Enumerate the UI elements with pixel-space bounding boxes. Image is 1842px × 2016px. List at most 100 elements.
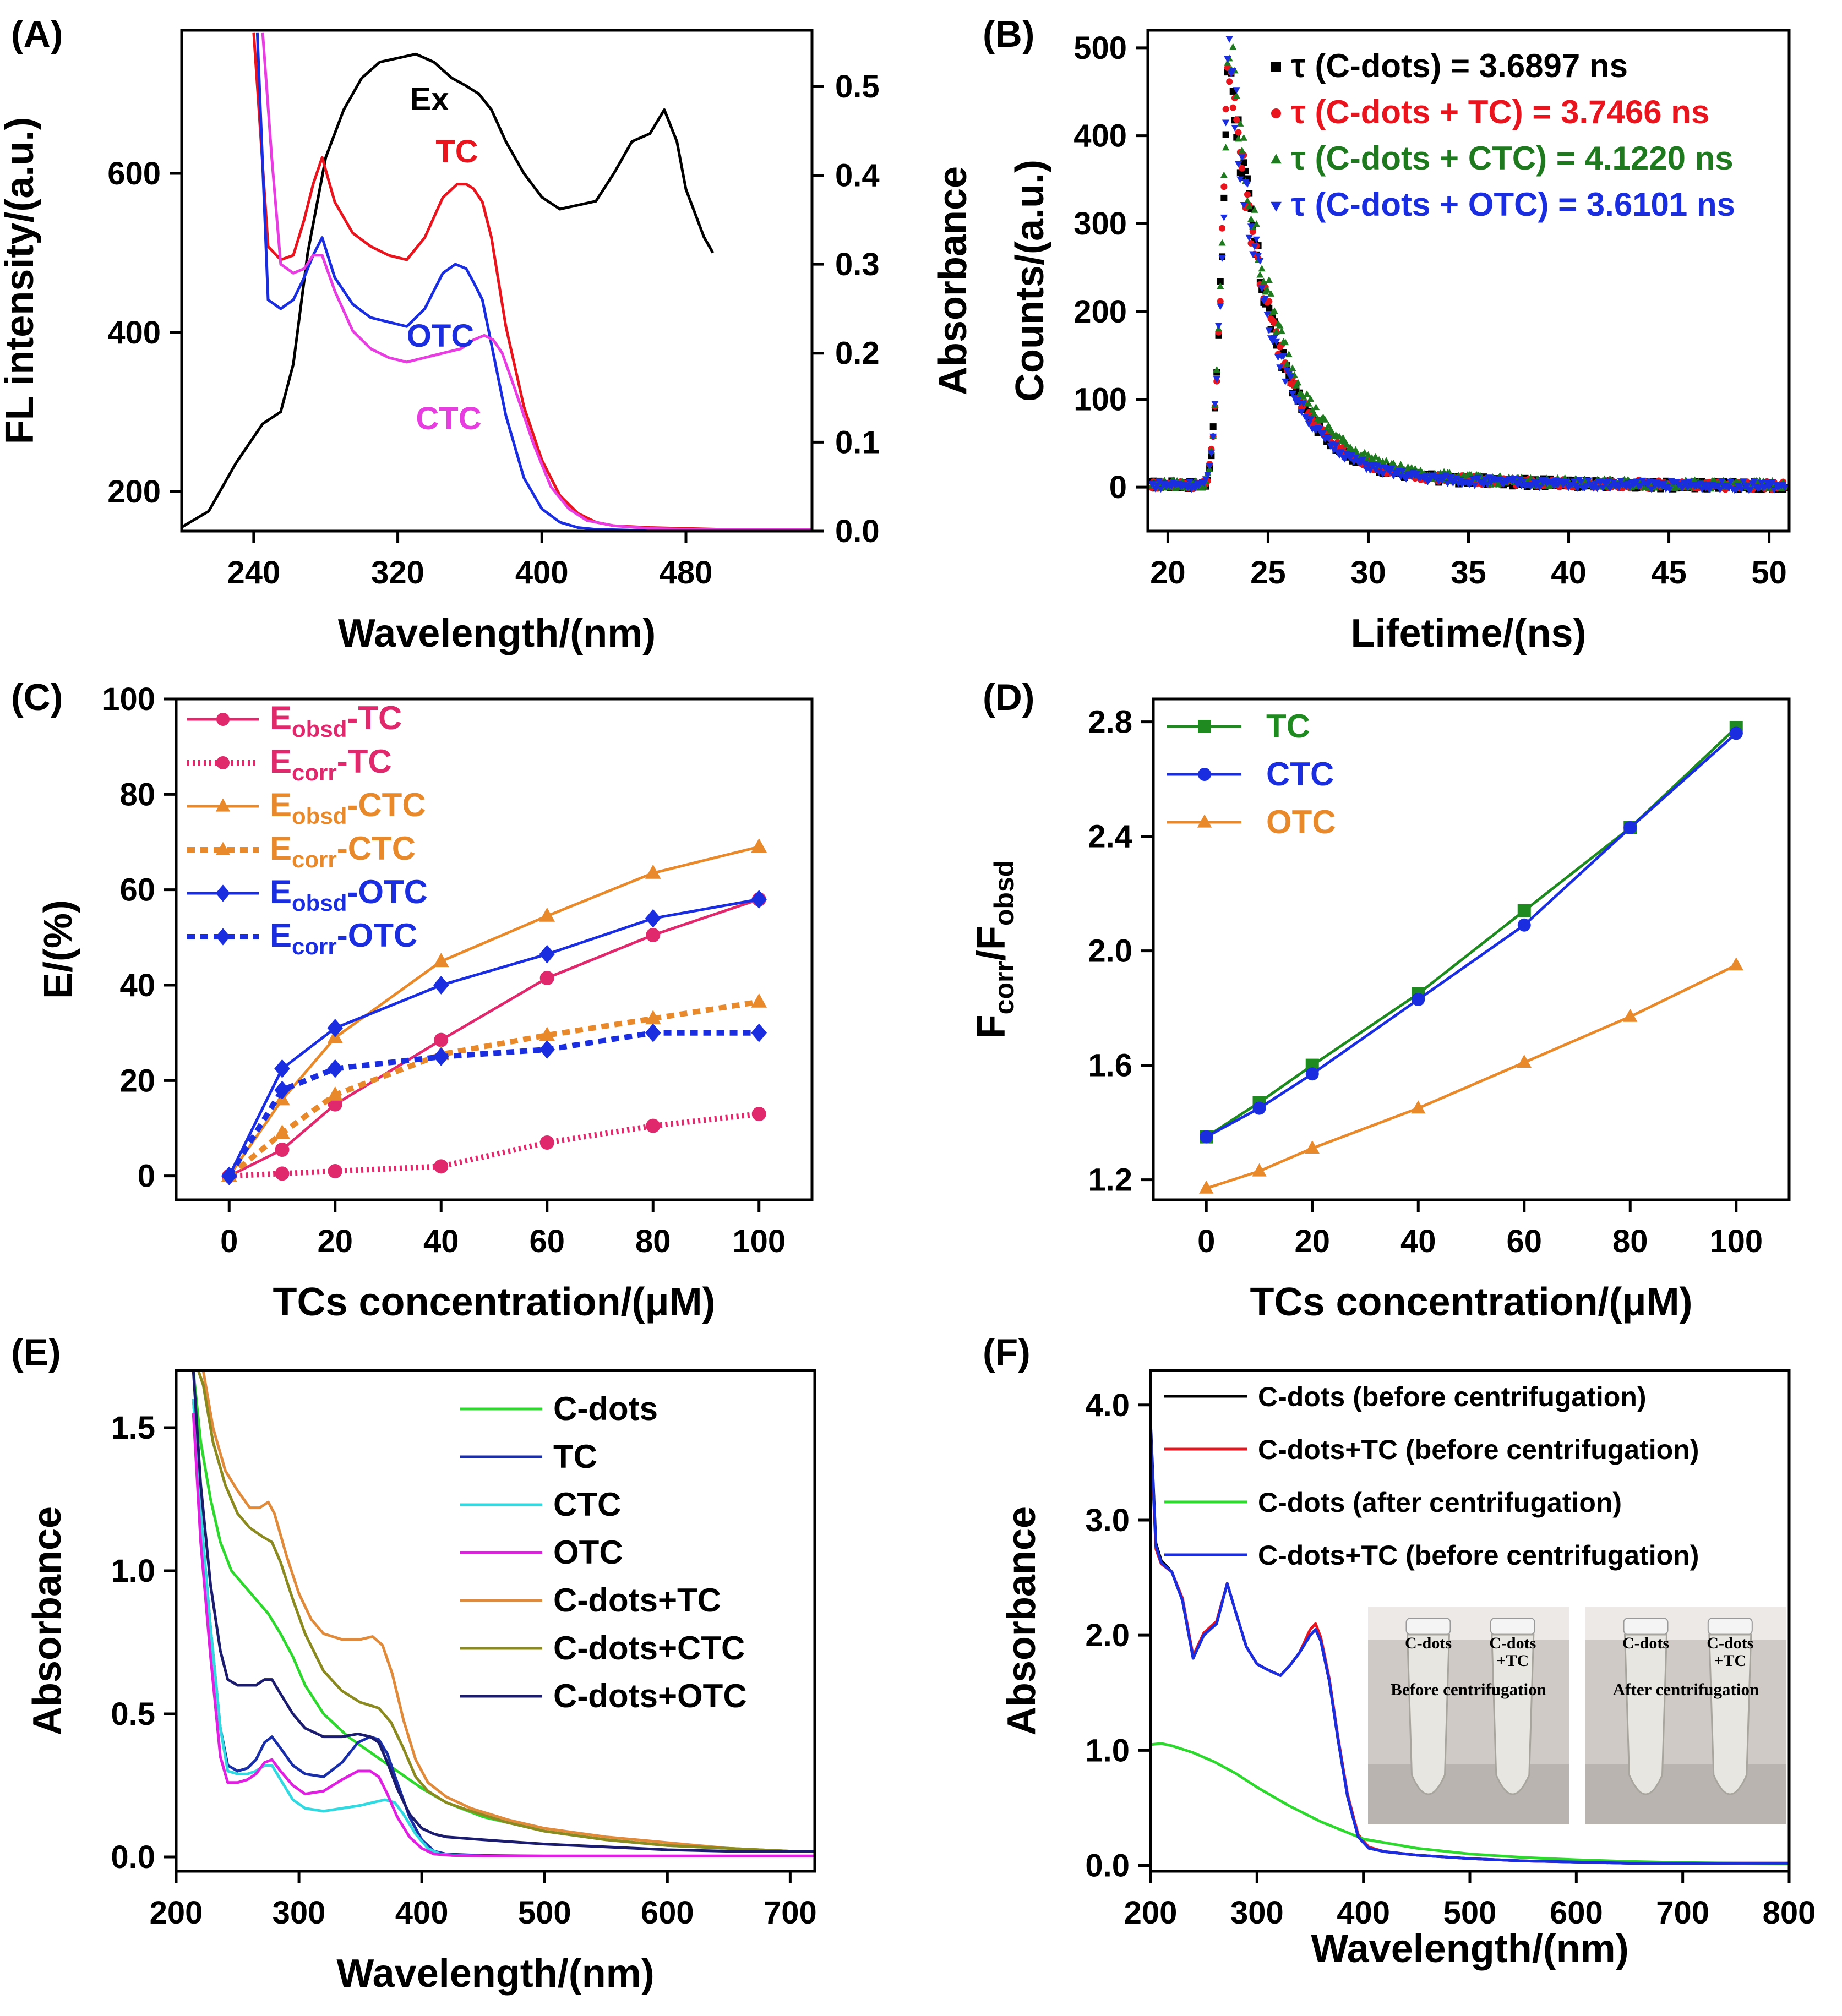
panel-b-xtick-label: 40 (1551, 555, 1587, 591)
decay-point (1209, 423, 1217, 430)
decay-point (1359, 457, 1367, 464)
panel-f-ytick-label: 3.0 (1085, 1503, 1130, 1538)
decay-point (1637, 483, 1644, 490)
panel-e-xtick-label: 700 (764, 1895, 817, 1931)
decay-point (1283, 367, 1291, 374)
decay-point (1361, 449, 1369, 456)
decay-point (1290, 395, 1298, 402)
legend-marker (216, 756, 230, 769)
legend-entry: Ecorr-OTC (270, 917, 417, 959)
panel-c-xlabel: TCs concentration/(μM) (273, 1280, 715, 1324)
decay-point (1316, 426, 1323, 433)
decay-point (1233, 92, 1240, 99)
photo-table (1585, 1764, 1786, 1824)
series-line-Ex (182, 52, 715, 528)
photo-wall (1585, 1607, 1786, 1640)
decay-point (1617, 478, 1625, 485)
data-point-CTC (1517, 918, 1531, 932)
decay-point (1299, 392, 1307, 400)
tube-cap (1623, 1618, 1669, 1635)
panel-c-ytick-label: 80 (119, 777, 155, 812)
decay-point (1770, 487, 1778, 494)
decay-point (1305, 400, 1312, 407)
tube-body (1708, 1633, 1752, 1795)
decay-point (1276, 364, 1284, 371)
decay-point (1599, 485, 1607, 492)
decay-point (1217, 298, 1224, 305)
legend-label: E (270, 743, 292, 780)
panel-f-xtick-label: 800 (1763, 1895, 1816, 1931)
decay-point (1256, 271, 1264, 278)
decay-scatter (1148, 36, 1789, 494)
panel-d-ytick-label: 2.8 (1088, 704, 1132, 740)
decay-point (1206, 463, 1213, 470)
legend-label: C-dots (553, 1390, 658, 1427)
panel-f-xtick-label: 500 (1443, 1895, 1497, 1931)
data-point-E-obsd-CTC (645, 864, 661, 879)
data-point-E-obsd-OTC (751, 890, 767, 909)
legend-entry: Eobsd-TC (270, 700, 402, 742)
panel-a-ytick-label: 600 (107, 156, 161, 192)
decay-point (1534, 479, 1542, 487)
panel-b-ytick-label: 0 (1109, 469, 1127, 505)
decay-point (1397, 461, 1405, 468)
data-point-E-corr-OTC (751, 1023, 767, 1042)
legend-entry: τ (C-dots) = 3.6897 ns (1291, 47, 1628, 84)
data-point-E-corr-CTC (645, 1010, 661, 1025)
decay-point (1271, 335, 1278, 342)
legend-label: CTC (553, 1486, 621, 1523)
panel-a-frame (180, 29, 814, 533)
legend-entry: τ (C-dots + OTC) = 3.6101 ns (1291, 186, 1735, 223)
photo-wall (1368, 1607, 1569, 1640)
panel-c-ytick-label: 20 (119, 1063, 155, 1099)
decay-point (1247, 215, 1255, 222)
panel-b-xtick-label: 50 (1751, 555, 1787, 591)
data-point-E-corr-OTC (274, 1080, 290, 1100)
decay-point (1258, 265, 1266, 272)
decay-point (1262, 295, 1269, 302)
panel-e-ytick-label: 0.5 (111, 1696, 155, 1732)
panel-a-y2tick-label: 0.4 (835, 157, 880, 193)
legend-subscript: obsd (292, 803, 347, 829)
decay-point (1233, 87, 1240, 94)
decay-point (1219, 225, 1226, 232)
ylabel-part: obsd (989, 860, 1020, 926)
legend-label: τ (C-dots) = (1291, 47, 1479, 84)
decay-point (1289, 390, 1296, 397)
series-line-E-corr-TC (229, 1111, 760, 1179)
panel-a-xtick-label: 400 (515, 555, 569, 591)
panel-d-xtick-label: 60 (1506, 1223, 1542, 1259)
decay-point (1307, 416, 1315, 423)
data-point-OTC (1305, 1140, 1320, 1154)
panel-c-xtick-label: 0 (220, 1223, 238, 1259)
data-point-E-corr-OTC (221, 1166, 237, 1185)
panel-b-xtick-label: 35 (1451, 555, 1486, 591)
legend-label: C-dots+OTC (553, 1678, 747, 1714)
legend-entry: Ecorr-TC (270, 743, 392, 785)
legend-entry: τ (C-dots + TC) = 3.7466 ns (1291, 94, 1709, 130)
panel-f-xtick-label: 400 (1337, 1895, 1390, 1931)
series-line-CTC (1206, 732, 1737, 1138)
decay-point (1310, 409, 1318, 417)
legend-subscript: corr (292, 933, 337, 959)
decay-point (1229, 104, 1236, 111)
panel-a-ytick-label: 400 (107, 315, 161, 351)
decay-point (1149, 480, 1158, 488)
panel-f-xtick-label: 700 (1656, 1895, 1709, 1931)
decay-point (1267, 289, 1275, 297)
tube-label: +TC (1496, 1652, 1529, 1670)
decay-point (1399, 468, 1407, 475)
decay-point (1234, 161, 1242, 168)
decay-point (1743, 483, 1751, 490)
data-point-E-obsd-TC (646, 928, 661, 942)
legend-label: E (270, 700, 292, 736)
panel-d-xtick-label: 80 (1612, 1223, 1648, 1259)
ylabel-part: corr (989, 961, 1020, 1014)
decay-point (1633, 478, 1641, 485)
decay-point (1348, 452, 1356, 459)
series-line-C-dots+TC (201, 1370, 815, 1853)
data-point-OTC (1729, 957, 1743, 971)
panel-label-E: (E) (11, 1331, 61, 1373)
data-point-CTC (1729, 726, 1743, 740)
data-point-OTC (1411, 1100, 1426, 1114)
